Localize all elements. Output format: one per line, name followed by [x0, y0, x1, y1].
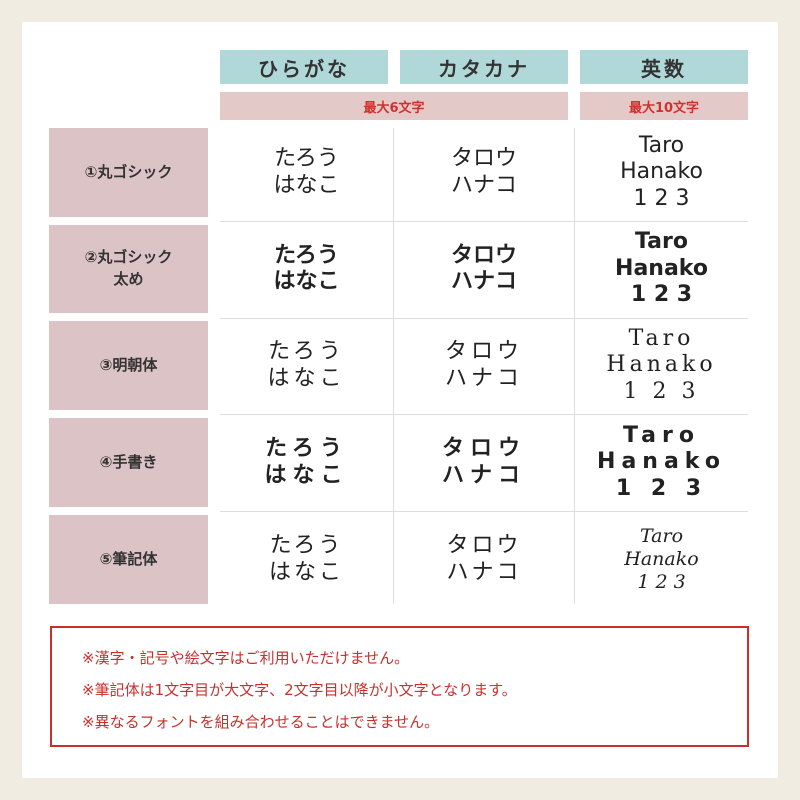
sample-katakana: タロウ ハナコ	[450, 146, 517, 198]
sample-alnum: Taro Hanako 1 2 3	[597, 422, 726, 501]
row-divider	[220, 511, 748, 512]
row-header: ①丸ゴシック	[49, 128, 208, 217]
sample-hiragana: たろう はなこ	[273, 146, 340, 198]
row-header: ④手書き	[49, 418, 208, 507]
limit-kana: 最大6文字	[220, 92, 568, 120]
sample-hiragana: たろう はなこ	[264, 436, 349, 488]
row-divider	[220, 221, 748, 222]
sample-katakana: タロウ ハナコ	[450, 242, 517, 294]
row-header: ③明朝体	[49, 321, 208, 410]
column-divider	[574, 128, 575, 604]
column-divider	[393, 128, 394, 604]
sample-alnum: Taro Hanako 1 2 3	[615, 229, 708, 308]
sample-hiragana: たろう はなこ	[268, 533, 344, 585]
column-header-katakana: カタカナ	[400, 50, 568, 84]
sample-alnum: Taro Hanako 1 2 3	[620, 132, 703, 211]
sample-hiragana: たろう はなこ	[273, 242, 340, 294]
row-divider	[220, 318, 748, 319]
column-header-hiragana: ひらがな	[220, 50, 388, 84]
sample-katakana: タロウ ハナコ	[441, 436, 526, 488]
sample-katakana: タロウ ハナコ	[444, 339, 523, 391]
note: ※異なるフォントを組み合わせることはできません。	[82, 713, 440, 731]
limit-alnum: 最大10文字	[580, 92, 748, 120]
column-header-alnum: 英数	[580, 50, 748, 84]
sample-hiragana: たろう はなこ	[267, 339, 346, 391]
notes-box: ※漢字・記号や絵文字はご利用いただけません。 ※筆記体は1文字目が大文字、2文字…	[50, 626, 749, 747]
row-divider	[220, 414, 748, 415]
sample-alnum: Taro Hanako 1 2 3	[606, 325, 717, 404]
sample-alnum: Taro Hanako 1 2 3	[624, 525, 699, 593]
note: ※漢字・記号や絵文字はご利用いただけません。	[82, 649, 410, 667]
sample-katakana: タロウ ハナコ	[446, 533, 522, 585]
row-header: ②丸ゴシック 太め	[49, 225, 208, 313]
note: ※筆記体は1文字目が大文字、2文字目以降が小文字となります。	[82, 681, 517, 699]
row-header: ⑤筆記体	[49, 515, 208, 604]
